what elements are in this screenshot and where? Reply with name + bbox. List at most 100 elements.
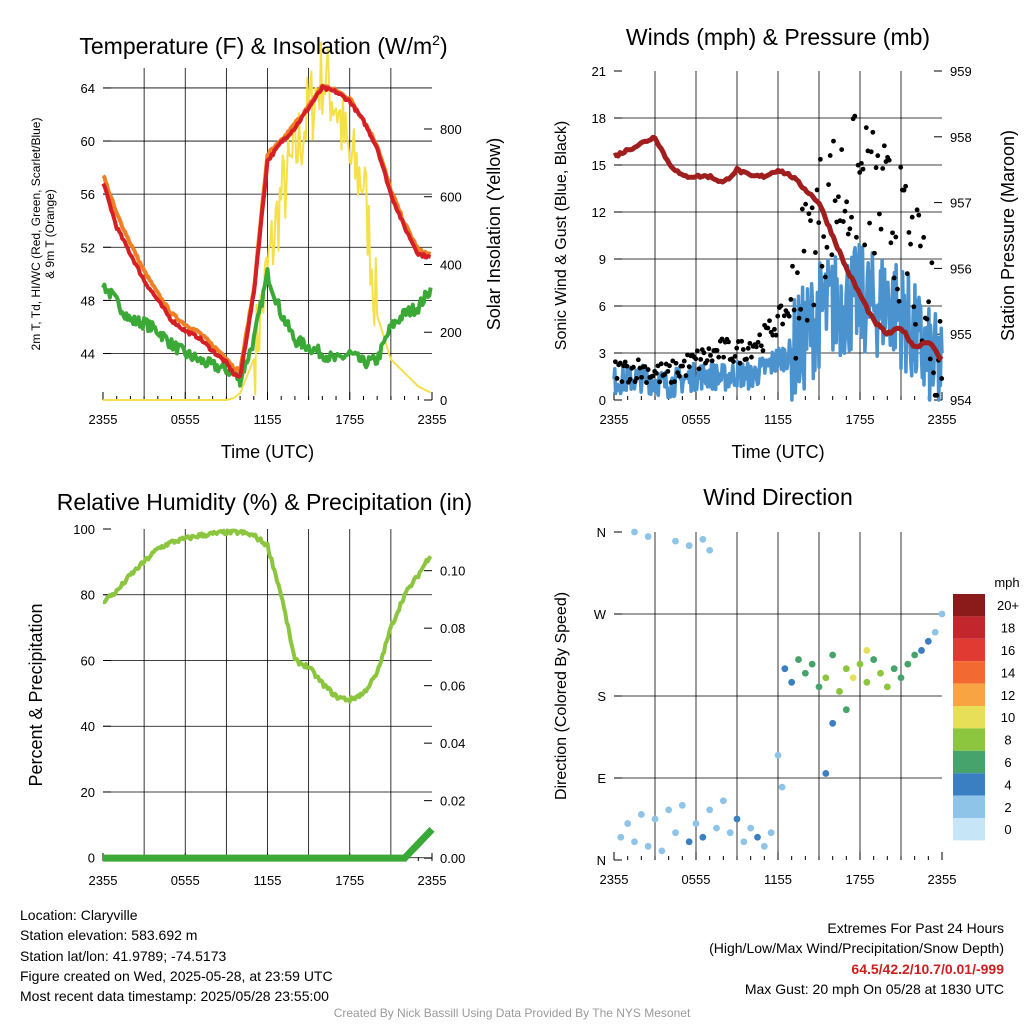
legend-title: mph bbox=[994, 575, 1019, 590]
legend-label: 8 bbox=[1004, 733, 1011, 748]
wdir-xtick-label: 2355 bbox=[928, 872, 957, 887]
extremes-info: Extremes For Past 24 Hours (High/Low/Max… bbox=[709, 918, 1004, 999]
humidity-chart: 0 20 40 60 80 100 0.00 0.02 0.04 0.06 0.08 0.10 2355… bbox=[26, 489, 472, 888]
gust-point bbox=[758, 343, 764, 349]
rh-ytick-label: 0 bbox=[88, 851, 95, 866]
wind-direction-chart: N E S W N 2355 0555 1155 1755 2355 Wind Direction D… bbox=[553, 484, 1020, 887]
wind-direction-point bbox=[924, 637, 932, 645]
temp-series-line bbox=[101, 267, 433, 388]
legend-swatch bbox=[953, 818, 985, 841]
credit-line: Created By Nick Bassill Using Data Provi… bbox=[333, 1006, 691, 1020]
gust-point bbox=[749, 354, 754, 360]
gust-point bbox=[852, 113, 858, 119]
legend-label: 14 bbox=[1001, 665, 1015, 680]
gust-point bbox=[918, 243, 923, 249]
gust-point bbox=[719, 336, 725, 342]
legend-swatch bbox=[953, 795, 985, 818]
rh-xtick-label: 1755 bbox=[335, 873, 364, 888]
gust-point bbox=[809, 205, 815, 211]
temp-ytick-label: 48 bbox=[81, 293, 95, 308]
wind-direction-point bbox=[883, 683, 891, 691]
rh-xtick-label: 1155 bbox=[254, 873, 282, 888]
gust-point bbox=[672, 379, 677, 385]
wind-direction-point bbox=[665, 806, 673, 814]
gust-point bbox=[657, 379, 663, 385]
wind-direction-point bbox=[685, 838, 693, 846]
gust-point bbox=[757, 332, 763, 338]
gust-point bbox=[904, 271, 910, 277]
winds-ytick-label: 15 bbox=[592, 158, 606, 173]
gust-point bbox=[780, 321, 786, 327]
wind-direction-point bbox=[678, 801, 686, 809]
gust-point bbox=[844, 199, 850, 205]
wind-direction-point bbox=[747, 824, 755, 832]
temp-xlabel: Time (UTC) bbox=[221, 442, 314, 462]
gust-point bbox=[845, 231, 851, 237]
gust-point bbox=[875, 153, 881, 159]
temp-ylabel-left-2: & 9m T (Orange) bbox=[43, 189, 57, 279]
wind-direction-point bbox=[631, 528, 638, 536]
gust-point bbox=[901, 187, 907, 193]
gust-point bbox=[740, 347, 746, 352]
gust-point bbox=[819, 263, 825, 269]
station-latlon: Station lat/lon: 41.9789; -74.5173 bbox=[20, 947, 227, 964]
gust-point bbox=[814, 187, 820, 193]
gust-point bbox=[924, 316, 930, 322]
temp-ytick-label: 64 bbox=[81, 81, 95, 96]
gust-point bbox=[939, 376, 945, 381]
temp-ytick-label: 52 bbox=[81, 240, 95, 255]
gust-point bbox=[914, 207, 920, 213]
legend-label: 2 bbox=[1004, 800, 1011, 815]
winds-xtick-label: 2355 bbox=[600, 412, 629, 427]
wind-direction-point bbox=[931, 628, 939, 636]
gust-point bbox=[614, 376, 620, 381]
gust-point bbox=[739, 338, 745, 344]
gust-point bbox=[642, 364, 648, 369]
extremes-heading: Extremes For Past 24 Hours bbox=[827, 920, 1004, 936]
temp-series-line bbox=[101, 84, 432, 379]
gust-point bbox=[686, 364, 692, 370]
wind-speed-line bbox=[612, 242, 944, 402]
wind-direction-point bbox=[856, 660, 864, 668]
gust-point bbox=[790, 263, 795, 269]
gust-point bbox=[775, 313, 781, 319]
legend-label: 12 bbox=[1001, 688, 1015, 703]
rh-ytick-right-label: 0.02 bbox=[440, 794, 465, 809]
gust-point bbox=[908, 241, 913, 247]
rh-ytick-label: 20 bbox=[81, 785, 95, 800]
gust-point bbox=[934, 392, 940, 398]
gust-point bbox=[681, 358, 687, 364]
wind-direction-point bbox=[644, 533, 652, 540]
gust-point bbox=[617, 360, 623, 366]
gust-point bbox=[706, 346, 712, 352]
gust-point bbox=[765, 325, 771, 331]
gust-point bbox=[737, 360, 743, 366]
winds-xlabel: Time (UTC) bbox=[731, 442, 824, 462]
gust-point bbox=[734, 345, 740, 351]
gust-point bbox=[881, 143, 887, 149]
wind-direction-point bbox=[774, 751, 782, 759]
gust-point bbox=[863, 125, 869, 131]
temperature-chart: 44 48 52 56 60 64 0 200 400 600 800 2355 0555 1155 175… bbox=[29, 32, 504, 462]
temp-xtick-label: 2355 bbox=[89, 412, 118, 427]
gust-point bbox=[826, 182, 831, 187]
rh-xtick-label: 2355 bbox=[89, 873, 118, 888]
wdir-ytick-label: S bbox=[597, 689, 606, 704]
gust-point bbox=[767, 318, 772, 324]
wind-direction-point bbox=[863, 678, 871, 686]
winds-xtick-label: 2355 bbox=[928, 412, 957, 427]
gust-point bbox=[665, 368, 671, 374]
wind-direction-point bbox=[836, 688, 843, 695]
gust-point bbox=[842, 208, 848, 214]
wind-direction-point bbox=[672, 829, 679, 837]
temp-ytick-right-label: 800 bbox=[440, 122, 462, 137]
legend-swatch bbox=[953, 750, 985, 774]
extremes-subheading: (High/Low/Max Wind/Precipitation/Snow De… bbox=[709, 940, 1004, 957]
temp-chart-title: Temperature (F) & Insolation (W/m2) bbox=[79, 32, 447, 59]
gust-point bbox=[694, 348, 700, 354]
temp-ytick-label: 60 bbox=[81, 134, 95, 149]
gust-point bbox=[813, 250, 818, 255]
gust-point bbox=[755, 339, 761, 345]
gust-point bbox=[888, 240, 894, 246]
gust-point bbox=[796, 315, 802, 321]
